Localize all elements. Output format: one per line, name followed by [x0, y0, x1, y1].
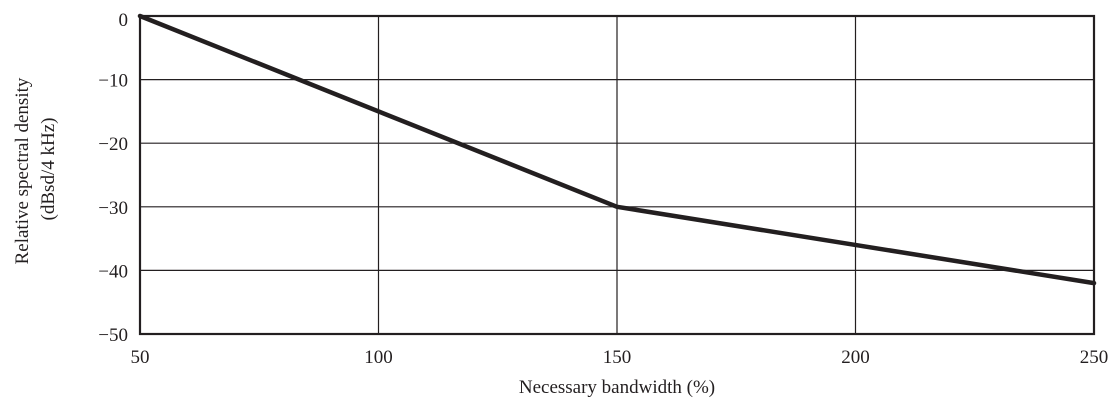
y-tick-label-5: −50: [98, 325, 128, 346]
x-tick-label-4: 250: [1080, 347, 1109, 368]
y-tick-label-4: −40: [98, 261, 128, 282]
y-tick-label-2: −20: [98, 134, 128, 155]
y-tick-label-0: 0: [119, 10, 129, 31]
x-tick-label-3: 200: [841, 347, 870, 368]
x-tick-labels: 50 100 150 200 250: [131, 347, 1109, 368]
x-tick-label-1: 100: [364, 347, 393, 368]
x-tick-label-2: 150: [603, 347, 632, 368]
x-tick-label-0: 50: [131, 347, 150, 368]
plot-frame: [138, 14, 1096, 336]
grid: [140, 16, 1094, 334]
y-tick-label-1: −10: [98, 71, 128, 92]
series-line-0: [137, 13, 1097, 286]
series-group: [137, 13, 1097, 286]
y-tick-label-3: −30: [98, 198, 128, 219]
y-axis-label-line2: (dBsd/4 kHz): [38, 118, 59, 221]
x-axis-label: Necessary bandwidth (%): [519, 377, 715, 398]
y-tick-labels: 0 −10 −20 −30 −40 −50: [98, 10, 128, 346]
y-axis-label-line1: Relative spectral density: [12, 77, 33, 264]
